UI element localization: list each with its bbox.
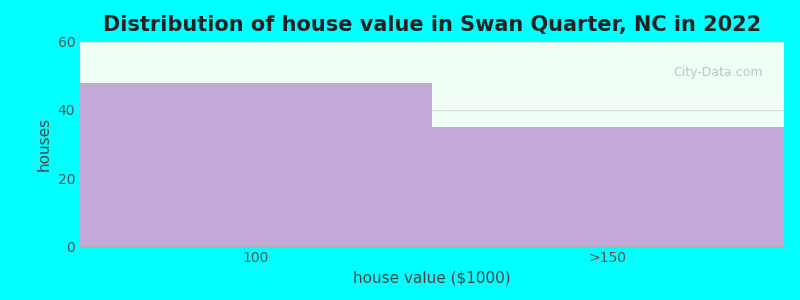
Title: Distribution of house value in Swan Quarter, NC in 2022: Distribution of house value in Swan Quar… <box>103 15 761 35</box>
Bar <box>432 127 784 246</box>
Text: City-Data.com: City-Data.com <box>674 67 763 80</box>
Y-axis label: houses: houses <box>37 117 52 171</box>
X-axis label: house value ($1000): house value ($1000) <box>353 270 511 285</box>
Bar <box>80 83 432 246</box>
